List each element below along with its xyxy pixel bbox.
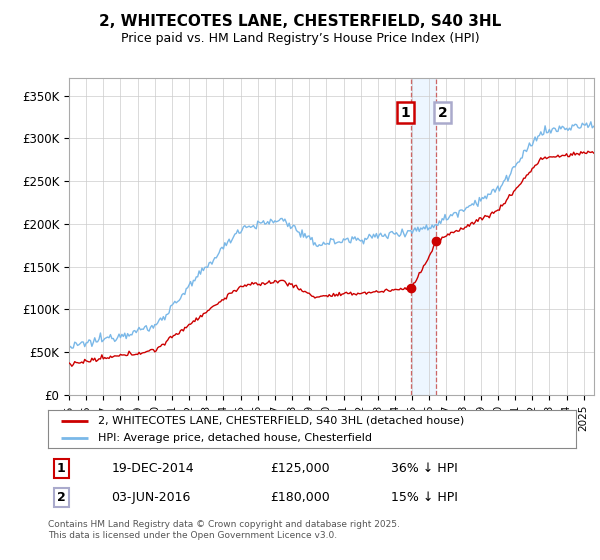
Text: £125,000: £125,000: [270, 462, 329, 475]
Text: HPI: Average price, detached house, Chesterfield: HPI: Average price, detached house, Ches…: [98, 433, 372, 443]
Text: 15% ↓ HPI: 15% ↓ HPI: [391, 491, 458, 504]
Text: 2: 2: [57, 491, 65, 504]
Text: £180,000: £180,000: [270, 491, 329, 504]
Text: This data is licensed under the Open Government Licence v3.0.: This data is licensed under the Open Gov…: [48, 531, 337, 540]
Text: 2, WHITECOTES LANE, CHESTERFIELD, S40 3HL: 2, WHITECOTES LANE, CHESTERFIELD, S40 3H…: [99, 14, 501, 29]
Text: 03-JUN-2016: 03-JUN-2016: [112, 491, 191, 504]
Text: 2: 2: [437, 106, 448, 120]
Text: Price paid vs. HM Land Registry’s House Price Index (HPI): Price paid vs. HM Land Registry’s House …: [121, 32, 479, 45]
Text: 1: 1: [401, 106, 410, 120]
Text: 19-DEC-2014: 19-DEC-2014: [112, 462, 194, 475]
Text: 1: 1: [57, 462, 65, 475]
Text: Contains HM Land Registry data © Crown copyright and database right 2025.: Contains HM Land Registry data © Crown c…: [48, 520, 400, 529]
Text: 2, WHITECOTES LANE, CHESTERFIELD, S40 3HL (detached house): 2, WHITECOTES LANE, CHESTERFIELD, S40 3H…: [98, 416, 464, 426]
Bar: [412, 78, 436, 395]
Text: 36% ↓ HPI: 36% ↓ HPI: [391, 462, 458, 475]
